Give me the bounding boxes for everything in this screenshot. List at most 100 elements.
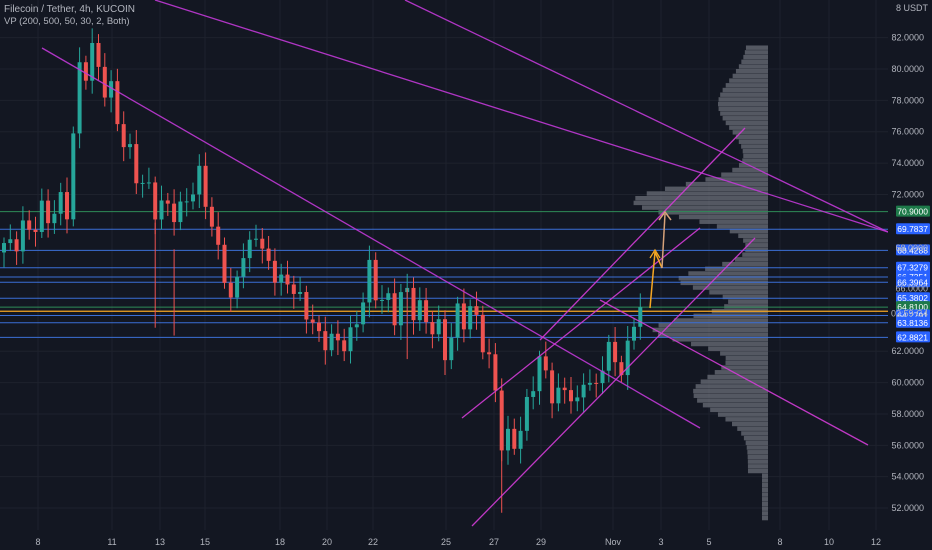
candle-body [128, 144, 132, 148]
volume-bar [743, 238, 768, 243]
volume-bar [732, 130, 768, 135]
price-badge: 62.8821 [897, 332, 928, 342]
candle-body [172, 203, 177, 223]
volume-bar [745, 440, 768, 446]
candle-body [159, 200, 164, 220]
candle-body [235, 276, 240, 298]
volume-bar [720, 92, 768, 97]
candle-body [480, 314, 485, 353]
volume-bar [692, 285, 768, 290]
volume-bar [720, 351, 768, 356]
volume-bar [657, 332, 768, 337]
volume-bar [652, 327, 768, 333]
volume-bar [732, 73, 768, 79]
candle-body [46, 200, 51, 224]
candle-body [298, 292, 303, 294]
candle-body [140, 182, 145, 184]
volume-bar [747, 454, 768, 460]
candle-body [165, 200, 170, 204]
channel-upper-line [461, 227, 701, 419]
time-tick-label: 27 [489, 537, 499, 547]
candle-body [115, 81, 120, 125]
trend-drawings [41, 0, 889, 527]
volume-bar [722, 294, 768, 300]
volume-bar [738, 64, 768, 69]
candle-body [373, 259, 378, 301]
candle-body [146, 182, 151, 184]
candle-body [587, 382, 592, 385]
candle-body [619, 362, 624, 376]
volume-bar [642, 205, 768, 210]
volume-bar [672, 337, 768, 342]
price-axis[interactable]: 8 USDT 82.0000 80.0000 78.0000 76.0000 74.000… [888, 0, 932, 550]
price-badge: 63.8136 [897, 318, 928, 328]
candle-body [424, 300, 429, 323]
volume-bar [741, 431, 768, 436]
volume-bar [720, 111, 768, 116]
volume-bar [658, 323, 768, 328]
candle-body [323, 331, 328, 351]
candle-body [524, 396, 529, 431]
candle-body [2, 243, 6, 253]
indicator-legend[interactable]: VP (200, 500, 50, 30, 2, Both) [4, 16, 130, 27]
volume-bar [658, 210, 768, 215]
symbol-title: Filecoin / Tether, 4h, KUCOIN [4, 4, 135, 15]
price-badge: 65.3802 [897, 293, 928, 303]
volume-bar [673, 318, 768, 323]
candle-body [531, 391, 536, 397]
volume-bar [747, 468, 768, 474]
price-tick-label: 74.0000 [891, 158, 924, 168]
time-tick-label: 11 [107, 537, 116, 547]
candle-body [594, 382, 599, 384]
volume-bar [722, 261, 768, 267]
volume-bar [725, 417, 768, 422]
volume-bar [729, 228, 768, 234]
candle-body [216, 226, 221, 245]
time-tick-label: 25 [441, 537, 451, 547]
price-tick-label: 56.0000 [891, 440, 924, 450]
candle-body [209, 206, 214, 227]
volume-bar [718, 97, 768, 102]
time-tick-label: 5 [706, 537, 711, 547]
candle-body [335, 333, 340, 341]
candle-body [222, 244, 227, 283]
candle-body [96, 42, 101, 67]
candle-body [317, 322, 321, 332]
candle-body [121, 124, 126, 148]
projection-arrow [661, 213, 666, 269]
volume-bar [709, 290, 768, 295]
price-badge-bg [896, 244, 930, 256]
time-tick-label: 3 [658, 537, 663, 547]
time-tick-label: 10 [824, 537, 834, 547]
candle-body [518, 430, 523, 449]
candle-body [569, 390, 573, 402]
candle-body [109, 81, 114, 98]
price-tick-label: 80.0000 [891, 64, 924, 74]
candle-body [506, 428, 510, 451]
price-badge-bg [896, 261, 930, 273]
volume-bar [717, 412, 768, 417]
volume-bar [742, 252, 768, 257]
volume-bar [725, 83, 768, 88]
candle-body [279, 274, 284, 283]
time-axis[interactable]: 8 11 13 15 18 20 22 25 27 29 Nov 3 5 8 10 12 [35, 537, 881, 547]
volume-bar [722, 116, 768, 121]
volume-bar [729, 125, 768, 130]
candle-body [499, 390, 504, 451]
candle-body [153, 182, 158, 220]
candle-body [90, 42, 95, 81]
candle-body [134, 144, 139, 184]
candle-body [254, 238, 258, 240]
candle-body [600, 370, 605, 384]
price-badge-bg [896, 301, 930, 313]
volume-bar [680, 280, 768, 286]
volume-bar [742, 148, 768, 154]
volume-bar [738, 233, 768, 239]
candle-body [291, 284, 296, 294]
candle-body [20, 220, 25, 252]
candle-body [65, 192, 69, 220]
time-tick-label: 22 [368, 537, 378, 547]
candle-body [512, 428, 517, 449]
price-tick-label: 60.0000 [891, 378, 924, 388]
